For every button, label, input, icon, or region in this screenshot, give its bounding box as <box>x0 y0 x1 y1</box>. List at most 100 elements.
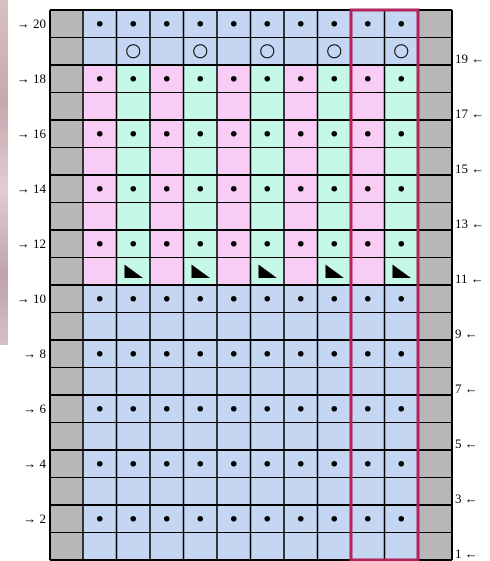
chart-cell <box>384 532 418 560</box>
row-label-7: 7 ← <box>455 380 478 396</box>
purl-symbol <box>230 130 237 137</box>
row-label-11: 11 ← <box>455 270 484 286</box>
chart-cell <box>250 532 284 560</box>
purl-symbol <box>230 185 237 192</box>
row-label-1: 1 ← <box>455 545 478 561</box>
purl-symbol <box>96 130 103 137</box>
chart-cell <box>217 92 251 120</box>
purl-symbol <box>264 295 271 302</box>
chart-cell <box>351 422 385 450</box>
chart-cell <box>183 477 217 505</box>
row-label-4: → 4 <box>23 456 46 471</box>
chart-cell <box>317 422 351 450</box>
chart-cell <box>284 37 318 65</box>
chart-cell <box>150 422 184 450</box>
row-label-14: → 14 <box>16 181 46 196</box>
purl-symbol <box>163 460 170 467</box>
chart-cell <box>116 422 150 450</box>
chart-cell <box>183 92 217 120</box>
chart-cell <box>284 422 318 450</box>
purl-symbol <box>96 20 103 27</box>
chart-cell <box>284 257 318 285</box>
decrease-symbol <box>392 264 411 278</box>
purl-symbol <box>398 130 405 137</box>
purl-symbol <box>163 75 170 82</box>
purl-symbol <box>364 130 371 137</box>
purl-symbol <box>264 130 271 137</box>
row-label-17: 17 ← <box>455 105 485 121</box>
purl-symbol <box>96 75 103 82</box>
chart-cell <box>250 477 284 505</box>
chart-cell <box>284 367 318 395</box>
chart-cell <box>150 202 184 230</box>
purl-symbol <box>230 240 237 247</box>
purl-symbol <box>331 75 338 82</box>
purl-symbol <box>230 350 237 357</box>
purl-symbol <box>331 460 338 467</box>
chart-cell <box>317 202 351 230</box>
purl-symbol <box>398 295 405 302</box>
purl-symbol <box>297 20 304 27</box>
chart-cell <box>351 367 385 395</box>
purl-symbol <box>130 185 137 192</box>
chart-cell <box>116 37 150 65</box>
chart-cell <box>250 147 284 175</box>
chart-cell <box>183 422 217 450</box>
purl-symbol <box>163 295 170 302</box>
chart-cell <box>150 367 184 395</box>
purl-symbol <box>364 515 371 522</box>
purl-symbol <box>297 240 304 247</box>
purl-symbol <box>364 185 371 192</box>
purl-symbol <box>130 75 137 82</box>
repeat-outline <box>349 8 420 561</box>
chart-cell <box>116 312 150 340</box>
purl-symbol <box>197 405 204 412</box>
chart-cell <box>351 37 385 65</box>
purl-symbol <box>264 20 271 27</box>
chart-cell <box>83 477 117 505</box>
chart-cell <box>83 532 117 560</box>
purl-symbol <box>331 185 338 192</box>
row-label-9: 9 ← <box>455 325 478 341</box>
purl-symbol <box>398 515 405 522</box>
background-photo-edge <box>0 0 8 345</box>
yarn-over-symbol <box>394 44 409 59</box>
chart-cell <box>317 477 351 505</box>
purl-symbol <box>230 295 237 302</box>
purl-symbol <box>130 130 137 137</box>
row-label-3: 3 ← <box>455 490 478 506</box>
purl-symbol <box>297 130 304 137</box>
purl-symbol <box>398 350 405 357</box>
chart-cell <box>351 202 385 230</box>
purl-symbol <box>297 75 304 82</box>
purl-symbol <box>197 20 204 27</box>
row-label-6: → 6 <box>23 401 46 416</box>
chart-cell <box>250 202 284 230</box>
chart-cell <box>217 477 251 505</box>
purl-symbol <box>364 350 371 357</box>
purl-symbol <box>96 405 103 412</box>
purl-symbol <box>130 295 137 302</box>
decrease-symbol <box>325 264 344 278</box>
purl-symbol <box>197 515 204 522</box>
purl-symbol <box>197 75 204 82</box>
chart-cell <box>217 147 251 175</box>
chart-cell <box>284 92 318 120</box>
purl-symbol <box>364 295 371 302</box>
purl-symbol <box>398 405 405 412</box>
chart-cell <box>351 92 385 120</box>
chart-cell <box>384 367 418 395</box>
purl-symbol <box>398 460 405 467</box>
purl-symbol <box>364 75 371 82</box>
chart-cell <box>116 367 150 395</box>
chart-cell <box>217 367 251 395</box>
purl-symbol <box>96 295 103 302</box>
purl-symbol <box>163 185 170 192</box>
purl-symbol <box>264 460 271 467</box>
purl-symbol <box>331 350 338 357</box>
chart-cell <box>150 257 184 285</box>
purl-symbol <box>197 350 204 357</box>
purl-symbol <box>264 240 271 247</box>
purl-symbol <box>163 405 170 412</box>
